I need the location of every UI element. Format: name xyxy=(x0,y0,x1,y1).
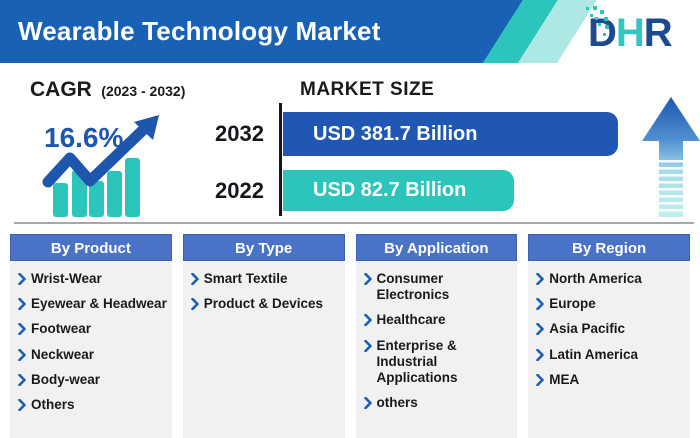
list-item: Neckwear xyxy=(18,347,168,363)
header-lightteal-stripe xyxy=(518,0,597,63)
chevron-right-icon xyxy=(18,373,26,386)
chevron-right-icon xyxy=(536,273,545,285)
list-item: Smart Textile xyxy=(190,271,341,287)
list-item: Body-wear xyxy=(18,372,168,388)
header-teal-stripe xyxy=(483,0,558,63)
list-item: Footwear xyxy=(18,321,168,337)
growth-chart-icon xyxy=(42,115,159,217)
list-item-label: Enterprise & Industrial Applications xyxy=(376,337,458,385)
list-item-label: Smart Textile xyxy=(203,271,288,286)
list-item: MEA xyxy=(536,372,686,388)
segment-header-product: By Product xyxy=(10,234,172,261)
logo-letter-r: R xyxy=(643,11,673,55)
chevron-right-icon xyxy=(190,298,199,311)
chevron-right-icon xyxy=(18,398,26,411)
market-size-value-2022: USD 82.7 Billion xyxy=(313,179,467,201)
chevron-right-icon xyxy=(363,314,372,327)
chevron-right-icon xyxy=(18,298,26,311)
segment-column-region: By Region North America Europe Asia Pacifi… xyxy=(528,234,690,438)
list-item-label: Latin America xyxy=(549,346,639,362)
market-size-bar-2022: USD 82.7 Billion xyxy=(283,170,514,211)
chevron-right-icon xyxy=(18,273,26,285)
chevron-right-icon xyxy=(190,273,199,285)
logo-sparkle-dots-icon xyxy=(586,6,609,36)
list-item: North America xyxy=(536,271,686,287)
list-item: Europe xyxy=(536,296,686,312)
list-item: Healthcare xyxy=(363,312,514,328)
segment-column-product: By Product Wrist-Wear Eyewear & Headwear F… xyxy=(10,234,172,438)
chevron-right-icon xyxy=(363,339,372,352)
header-banner-shapes xyxy=(0,0,597,63)
list-item-label: Body-wear xyxy=(31,371,101,387)
segments-row: By Product Wrist-Wear Eyewear & Headwear F… xyxy=(10,234,690,438)
cagr-period: (2023 - 2032) xyxy=(101,83,186,99)
list-item-label: Asia Pacific xyxy=(549,321,626,337)
page-title: Wearable Technology Market xyxy=(18,16,381,46)
market-size-axis xyxy=(279,103,282,216)
segment-list-region: North America Europe Asia Pacific Latin Ame… xyxy=(528,261,690,438)
list-item: Eyewear & Headwear xyxy=(18,296,168,312)
year-label-2032: 2032 xyxy=(215,121,264,146)
list-item-label: Footwear xyxy=(31,321,92,337)
cagr-heading: CAGR (2023 - 2032) xyxy=(30,78,185,102)
segment-header-region: By Region xyxy=(528,234,690,261)
chevron-right-icon xyxy=(536,323,545,336)
segment-column-application: By Application Consumer Electronics Healt… xyxy=(355,234,518,438)
cagr-value: 16.6% xyxy=(44,122,124,153)
header-banner: Wearable Technology Market DHR xyxy=(0,0,700,63)
list-item-label: North America xyxy=(549,271,642,286)
chevron-right-icon xyxy=(18,323,26,336)
chevron-right-icon xyxy=(18,348,26,361)
list-item-label: Product & Devices xyxy=(203,296,324,312)
dhr-logo-text: DHR xyxy=(588,8,673,58)
list-item: Asia Pacific xyxy=(536,321,686,337)
segment-header-application: By Application xyxy=(355,234,518,261)
list-item: Latin America xyxy=(536,347,686,363)
list-item-label: Consumer Electronics xyxy=(376,271,450,303)
chevron-right-icon xyxy=(536,348,545,361)
list-item-label: Others xyxy=(31,396,75,412)
list-item: Consumer Electronics xyxy=(363,271,514,303)
chevron-right-icon xyxy=(536,298,545,311)
segment-list-application: Consumer Electronics Healthcare Enterprise… xyxy=(355,261,518,438)
cagr-label: CAGR xyxy=(30,78,92,101)
segment-header-type: By Type xyxy=(182,234,345,261)
market-size-title: MARKET SIZE xyxy=(300,79,435,100)
chevron-right-icon xyxy=(363,273,372,285)
segment-column-type: By Type Smart Textile Product & Devices xyxy=(182,234,345,438)
list-item: Wrist-Wear xyxy=(18,271,168,287)
market-size-value-2032: USD 381.7 Billion xyxy=(313,122,478,145)
segment-list-type: Smart Textile Product & Devices xyxy=(182,261,345,438)
up-arrow-icon xyxy=(642,97,700,217)
list-item-label: Wrist-Wear xyxy=(31,271,102,286)
logo-letter-d: D xyxy=(588,11,617,55)
list-item: others xyxy=(363,395,514,411)
segment-list-product: Wrist-Wear Eyewear & Headwear Footwear Neck… xyxy=(10,261,172,438)
logo-letter-h: H xyxy=(615,11,645,55)
list-item-label: MEA xyxy=(549,371,580,387)
market-size-bar-2032: USD 381.7 Billion xyxy=(283,112,618,156)
list-item-label: Europe xyxy=(549,296,596,312)
list-item-label: Eyewear & Headwear xyxy=(31,296,167,312)
chevron-right-icon xyxy=(363,397,372,410)
list-item-label: others xyxy=(376,395,418,411)
header-blue-band xyxy=(0,0,523,63)
year-label-2022: 2022 xyxy=(215,178,264,203)
list-item: Others xyxy=(18,397,168,413)
list-item-label: Neckwear xyxy=(31,346,95,362)
list-item: Enterprise & Industrial Applications xyxy=(363,337,514,387)
list-item-label: Healthcare xyxy=(376,312,446,328)
list-item: Product & Devices xyxy=(190,296,341,312)
dhr-logo: DHR xyxy=(584,6,692,60)
chevron-right-icon xyxy=(536,373,545,386)
section-divider xyxy=(14,222,694,224)
